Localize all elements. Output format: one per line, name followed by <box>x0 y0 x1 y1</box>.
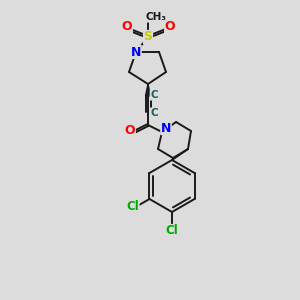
Text: O: O <box>165 20 175 34</box>
Polygon shape <box>146 84 151 96</box>
Text: N: N <box>161 122 171 134</box>
Text: N: N <box>131 46 141 59</box>
Text: O: O <box>122 20 132 34</box>
Text: Cl: Cl <box>166 224 178 238</box>
Text: Cl: Cl <box>126 200 139 214</box>
Text: C: C <box>150 108 158 118</box>
Text: C: C <box>150 90 158 100</box>
Text: S: S <box>143 31 152 44</box>
Text: CH₃: CH₃ <box>146 12 167 22</box>
Text: O: O <box>125 124 135 137</box>
